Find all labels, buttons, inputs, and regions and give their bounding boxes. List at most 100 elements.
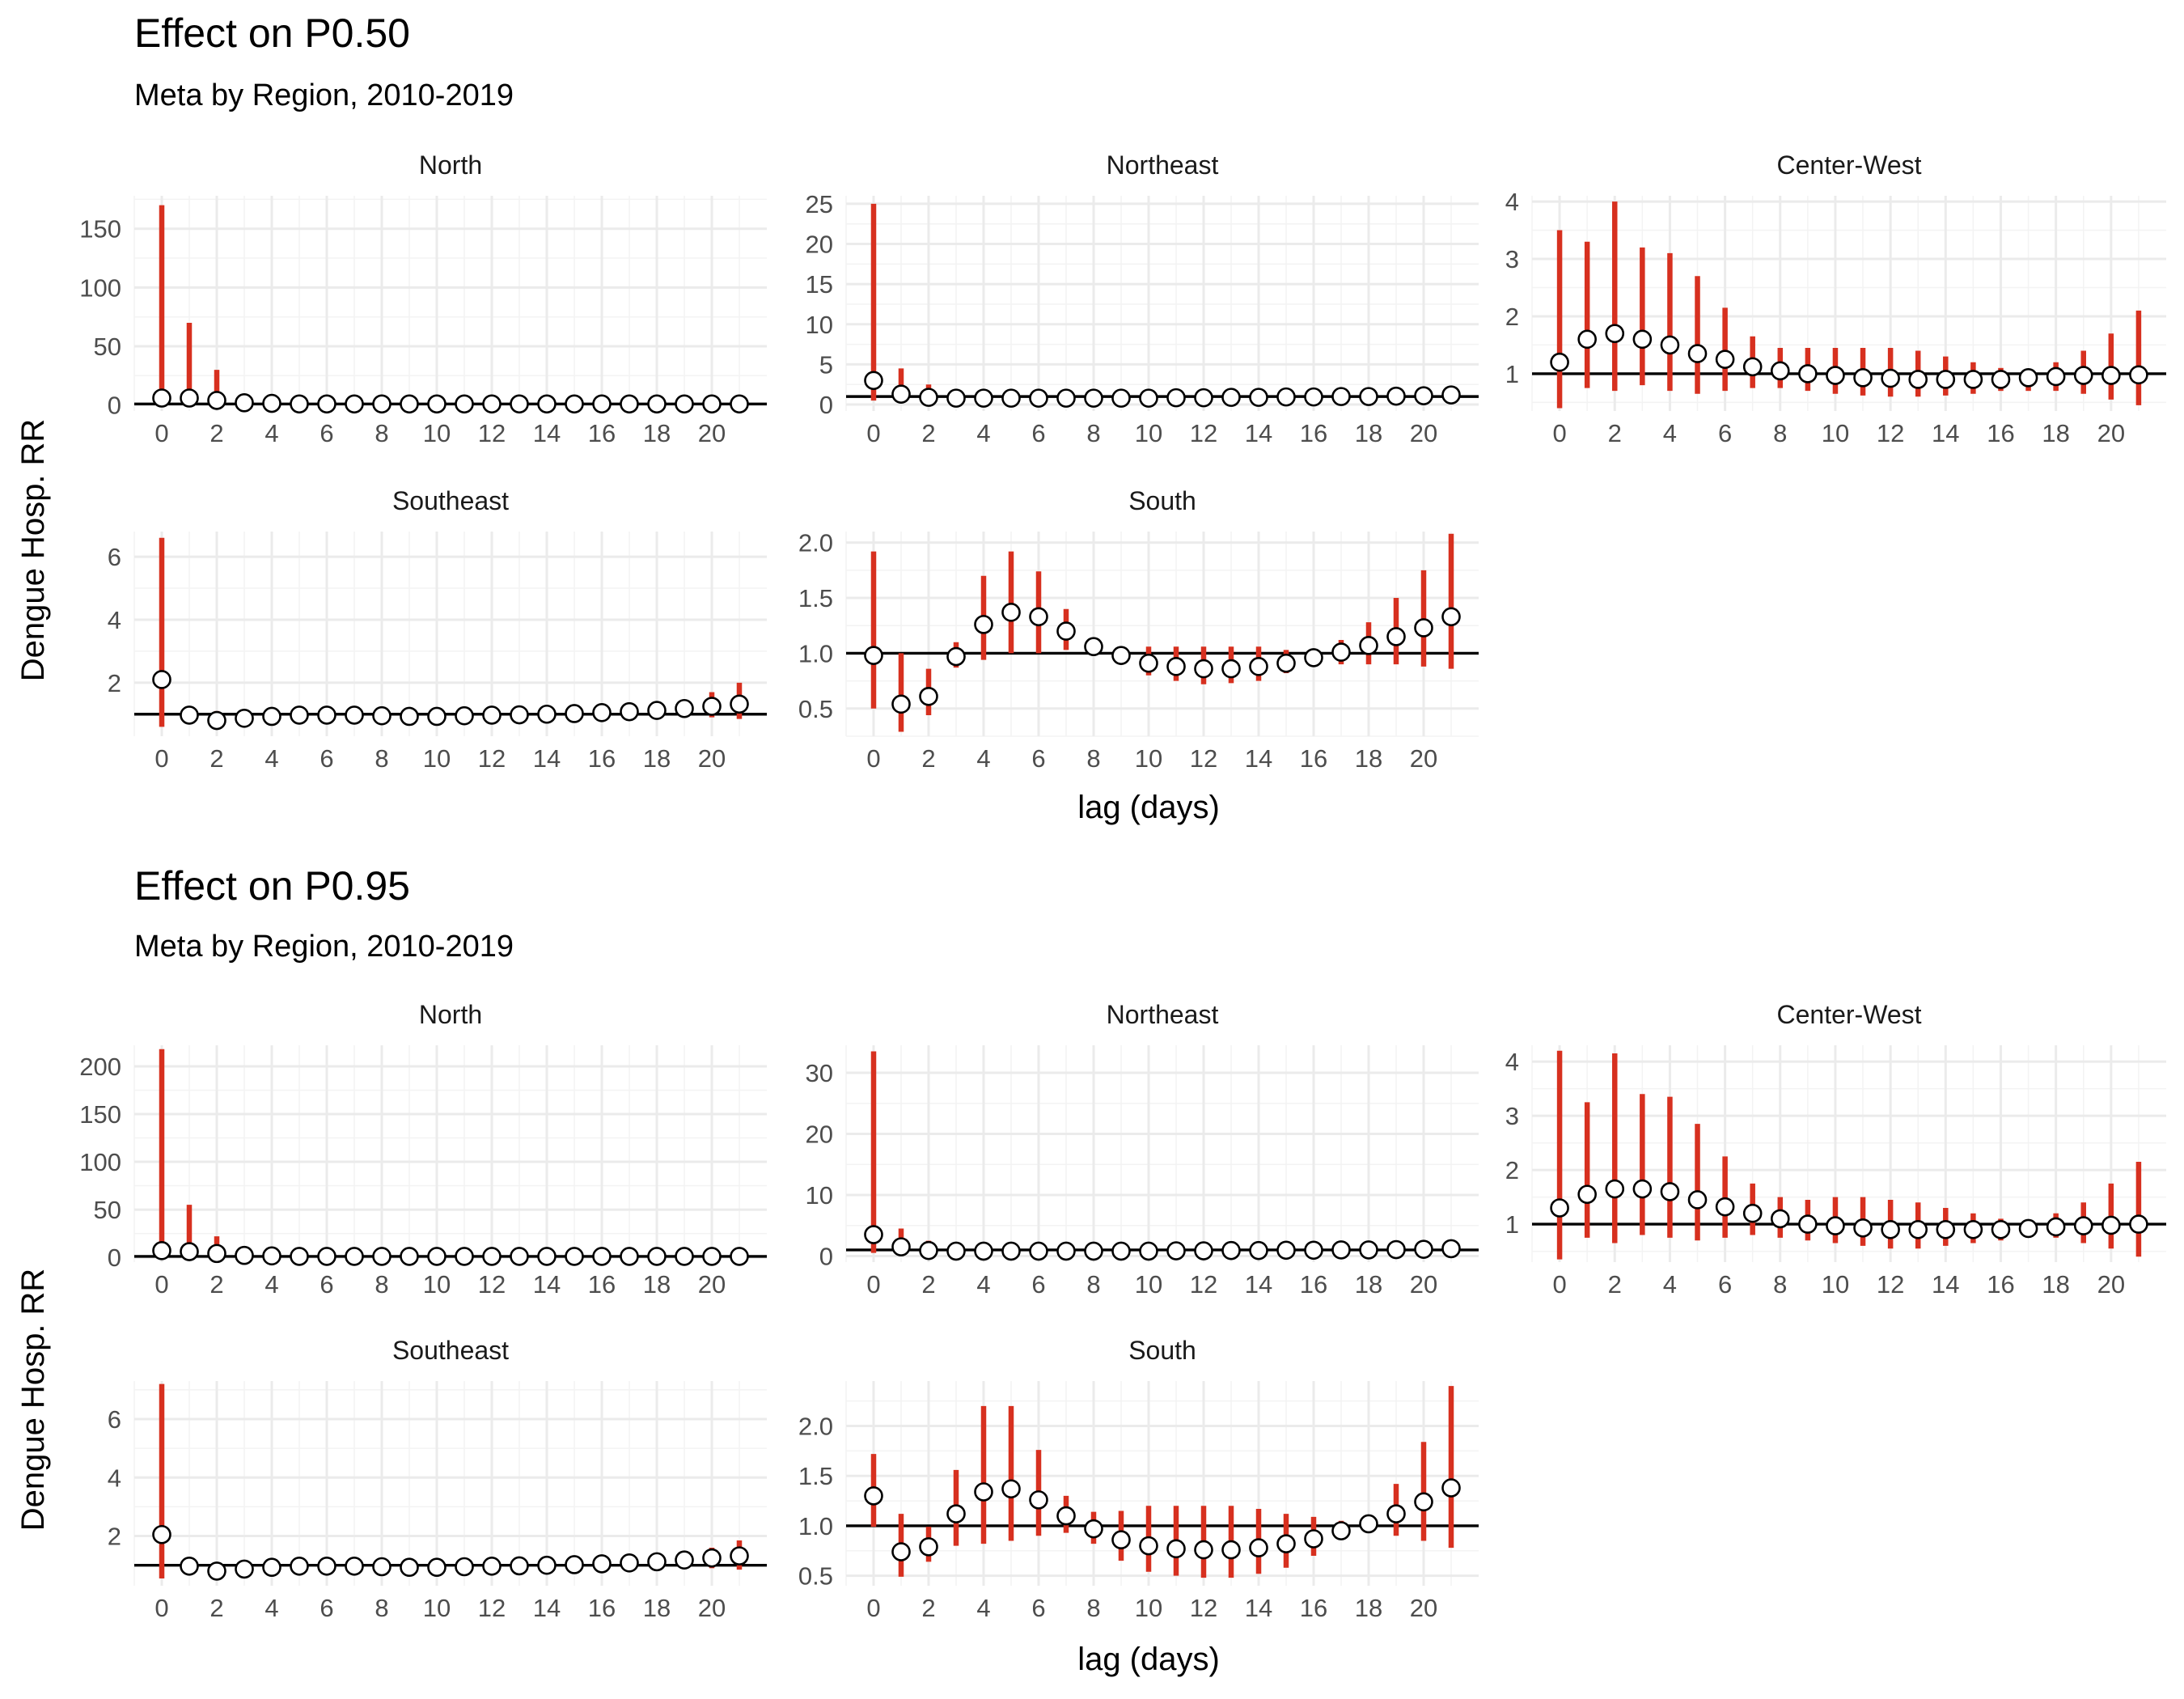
x-tick-label: 20	[2097, 419, 2125, 447]
rr-point	[1331, 642, 1351, 662]
rr-point	[946, 1241, 966, 1261]
rr-point	[702, 1247, 722, 1266]
rr-point	[1991, 370, 2011, 389]
y-axis-title-2: Dengue Hosp. RR	[15, 1269, 51, 1532]
rr-point	[1605, 324, 1625, 344]
y-tick-label: 10	[806, 311, 833, 339]
x-tick-label: 14	[533, 744, 561, 773]
y-tick-label: 4	[108, 1464, 121, 1492]
rr-point	[919, 1537, 938, 1557]
x-tick-label: 8	[1086, 744, 1100, 773]
rr-point	[207, 1561, 226, 1581]
rr-point	[152, 670, 171, 689]
rr-point	[345, 394, 364, 414]
x-tick-label: 20	[698, 1270, 726, 1299]
x-tick-label: 12	[478, 1270, 506, 1299]
y-tick-label: 0.5	[798, 695, 833, 723]
rr-point	[207, 710, 226, 731]
rr-point	[207, 391, 226, 410]
y-tick-label: 4	[1505, 188, 1519, 216]
strip-label-northeast: Northeast	[1107, 150, 1219, 180]
x-tick-label: 0	[154, 1594, 168, 1622]
rr-point	[1742, 357, 1763, 377]
rr-point	[1249, 1240, 1268, 1260]
panel-2-south: 0 2 4 6 8 10 12 14 16 18 20 0.5 1.0 1.5 2.0 South	[798, 1336, 1479, 1622]
rr-point	[1249, 657, 1268, 676]
x-tick-label: 16	[1987, 419, 2014, 447]
rr-point	[702, 697, 722, 716]
rr-point	[864, 371, 883, 391]
rr-point	[455, 1557, 474, 1577]
rr-point	[1798, 364, 1818, 383]
rr-point	[592, 394, 612, 414]
x-tick-label: 18	[1355, 1270, 1382, 1299]
rr-point	[207, 1244, 226, 1264]
x-tick-label: 10	[1822, 1270, 1849, 1299]
rr-point	[1304, 1240, 1323, 1260]
x-tick-label: 0	[866, 1270, 880, 1299]
x-tick-label: 4	[265, 744, 278, 773]
rr-point	[1194, 1241, 1213, 1260]
rr-point	[1249, 388, 1268, 407]
rr-point	[400, 1557, 419, 1578]
rr-point	[592, 1247, 612, 1266]
rr-point	[891, 1542, 911, 1561]
y-tick-label: 2	[108, 1523, 121, 1551]
rr-point	[565, 1555, 584, 1574]
x-tick-label: 2	[210, 744, 223, 773]
x-tick-label: 10	[423, 419, 451, 447]
rr-point	[974, 388, 993, 408]
rr-point	[1139, 388, 1158, 408]
rr-point	[1936, 1220, 1956, 1239]
rr-point	[1166, 1241, 1186, 1260]
rr-point	[180, 705, 199, 725]
rr-point	[1853, 1218, 1873, 1238]
x-tick-label: 4	[265, 1594, 278, 1622]
rr-point	[262, 706, 281, 727]
rr-point	[1908, 370, 1928, 389]
x-tick-label: 6	[320, 744, 333, 773]
x-tick-label: 18	[2042, 1270, 2069, 1299]
rr-point	[1577, 329, 1597, 350]
panel-2-southeast: 0 2 4 6 8 10 12 14 16 18 20 2 4 6 Southeast	[108, 1336, 767, 1622]
rr-point	[1386, 627, 1406, 646]
rr-point	[620, 701, 639, 722]
rr-point	[1056, 388, 1076, 408]
x-tick-label: 14	[533, 1270, 561, 1299]
rr-point	[1276, 1240, 1296, 1260]
x-tick-label: 18	[1355, 744, 1382, 773]
strip-label-center-west: Center-West	[1776, 1000, 1921, 1029]
rr-point	[1660, 1182, 1680, 1201]
rr-point	[372, 705, 392, 726]
x-tick-label: 16	[1300, 744, 1327, 773]
x-tick-label: 10	[1135, 1270, 1162, 1299]
rr-point	[482, 1556, 502, 1576]
rr-point	[1111, 646, 1131, 665]
y-tick-label: 100	[79, 273, 121, 302]
x-tick-label: 12	[1190, 1270, 1217, 1299]
rr-point	[891, 694, 911, 714]
panel-2-northeast: 0 2 4 6 8 10 12 14 16 18 20 0 10 20 30 Northeast	[806, 1000, 1479, 1299]
x-tick-label: 6	[320, 1594, 333, 1622]
rr-point	[1991, 1220, 2011, 1239]
y-tick-label: 6	[108, 1405, 121, 1434]
rr-point	[235, 709, 254, 728]
rr-point	[974, 1482, 993, 1502]
y-tick-label: 0	[108, 392, 121, 420]
y-tick-label: 200	[79, 1053, 121, 1081]
rr-point	[2101, 366, 2121, 385]
rr-point	[235, 1245, 254, 1265]
rr-point	[864, 646, 883, 665]
x-tick-label: 12	[1877, 419, 1904, 447]
x-tick-label: 0	[1552, 1270, 1566, 1299]
y-tick-label: 100	[79, 1148, 121, 1176]
rr-point	[152, 388, 171, 408]
rr-point	[974, 1241, 993, 1261]
rr-point	[565, 704, 584, 723]
y-tick-label: 2	[1505, 303, 1519, 331]
rr-point	[1687, 1190, 1708, 1210]
x-tick-label: 2	[210, 1594, 223, 1622]
rr-point	[647, 1247, 667, 1266]
x-tick-label: 20	[1410, 744, 1437, 773]
